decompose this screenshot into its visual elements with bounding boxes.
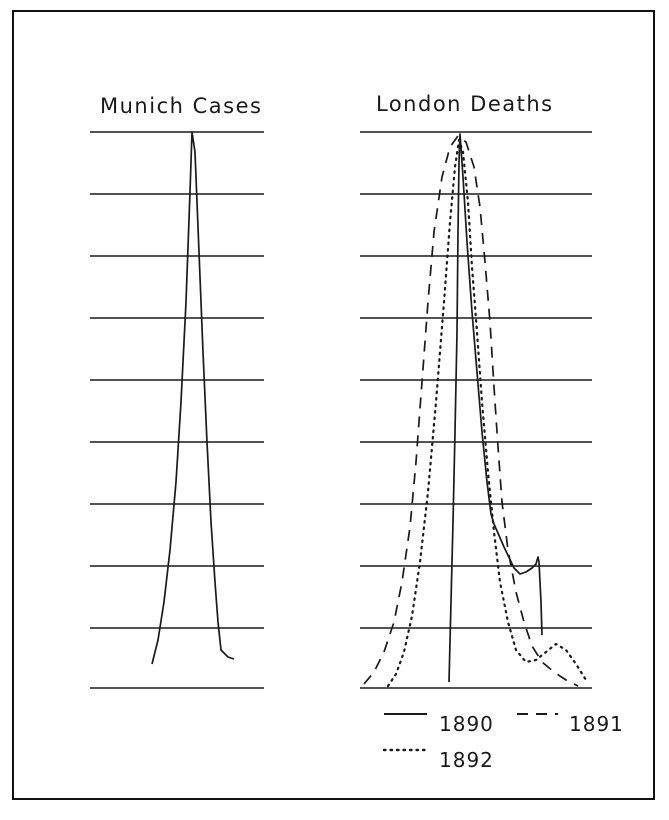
legend-label-1890: 1890 [439,712,494,736]
munich-series-Munich epidemic curve [151,131,235,665]
london-series-1890 [448,133,543,683]
london-curves [363,133,588,688]
london-series-1891 [363,135,579,687]
legend-sample-lines [382,713,558,752]
london-gridlines [360,131,592,689]
munich-gridlines [90,131,264,689]
london-panel-title: London Deaths [376,92,554,116]
plot-area [90,131,592,752]
figure-border: Munich Cases London Deaths 1890 1891 189… [12,10,655,800]
munich-curves [151,131,235,665]
london-series-1892 [386,138,588,688]
legend-label-1891: 1891 [569,712,624,736]
munich-panel-title: Munich Cases [100,94,263,118]
legend-label-1892: 1892 [439,748,494,772]
